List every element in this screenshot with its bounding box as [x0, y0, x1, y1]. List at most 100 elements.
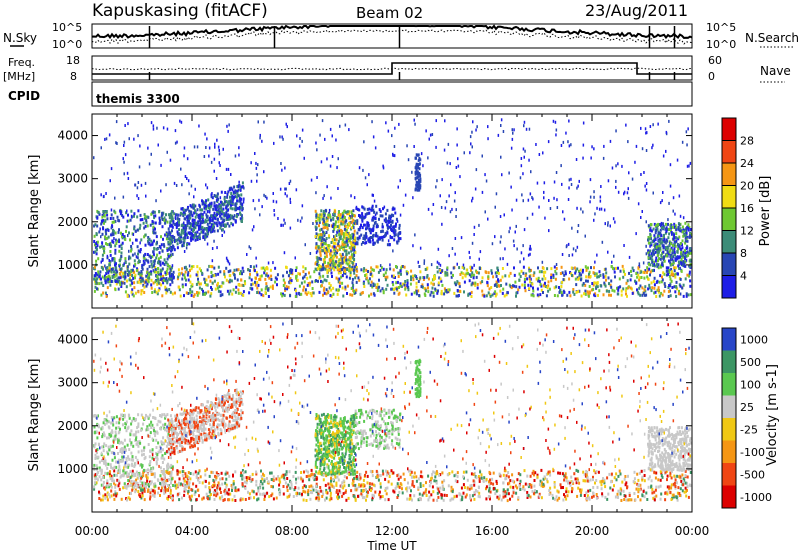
data-pixel [648, 278, 650, 281]
data-pixel [277, 217, 279, 220]
data-pixel [132, 269, 134, 272]
data-pixel [508, 492, 510, 495]
data-pixel [453, 292, 455, 295]
data-pixel [375, 217, 377, 220]
data-pixel [119, 282, 121, 285]
data-pixel [687, 165, 689, 168]
data-pixel [217, 198, 219, 201]
data-pixel [319, 217, 321, 220]
data-pixel [326, 185, 328, 188]
data-pixel [457, 289, 459, 292]
data-pixel [521, 193, 523, 196]
data-pixel [349, 293, 351, 296]
data-pixel [683, 295, 685, 298]
data-pixel [101, 220, 103, 223]
data-pixel [152, 220, 154, 223]
data-pixel [383, 274, 385, 277]
data-pixel [385, 232, 387, 235]
data-pixel [608, 290, 610, 293]
data-pixel [100, 235, 102, 238]
data-pixel [435, 185, 437, 188]
data-pixel [562, 499, 564, 502]
data-pixel [418, 188, 420, 191]
data-pixel [354, 230, 356, 233]
data-pixel [109, 259, 111, 262]
data-pixel [354, 276, 356, 279]
data-pixel [93, 156, 95, 159]
data-pixel [171, 248, 173, 251]
data-pixel [559, 289, 561, 292]
data-pixel [193, 222, 195, 225]
data-pixel [330, 249, 332, 252]
data-pixel [280, 162, 282, 165]
data-pixel [238, 488, 240, 491]
y-tick-label: 2000 [57, 215, 88, 229]
data-pixel [488, 271, 490, 274]
data-pixel [227, 130, 229, 133]
data-pixel [295, 289, 297, 292]
data-pixel [355, 242, 357, 245]
data-pixel [334, 475, 336, 478]
data-pixel [160, 164, 162, 167]
data-pixel [204, 233, 206, 236]
data-pixel [395, 225, 397, 228]
data-pixel [282, 138, 284, 141]
noise-left-label: N.Sky [3, 31, 37, 45]
data-pixel [150, 260, 152, 263]
data-pixel [351, 253, 353, 256]
data-pixel [353, 226, 355, 229]
data-pixel [148, 277, 150, 280]
data-pixel [394, 229, 396, 232]
data-pixel [324, 279, 326, 282]
data-pixel [330, 259, 332, 262]
data-pixel [368, 173, 370, 176]
data-pixel [501, 173, 503, 176]
data-pixel [571, 267, 573, 270]
data-pixel [483, 295, 485, 298]
data-pixel [528, 287, 530, 290]
data-pixel [437, 271, 439, 274]
data-pixel [234, 189, 236, 192]
data-pixel [540, 283, 542, 286]
data-pixel [471, 266, 473, 269]
data-pixel [223, 203, 225, 206]
data-pixel [440, 194, 442, 197]
data-pixel [260, 470, 262, 473]
data-pixel [404, 266, 406, 269]
data-pixel [319, 276, 321, 279]
nave-bottom: 0 [708, 70, 715, 83]
data-pixel [640, 270, 642, 273]
data-pixel [544, 282, 546, 285]
data-pixel [690, 228, 692, 231]
data-pixel [591, 145, 593, 148]
data-pixel [290, 180, 292, 183]
data-pixel [96, 217, 98, 220]
data-pixel [491, 272, 493, 275]
data-pixel [139, 241, 141, 244]
data-pixel [319, 236, 321, 239]
data-pixel [339, 125, 341, 128]
data-pixel [528, 199, 530, 202]
data-pixel [336, 166, 338, 169]
data-pixel [375, 286, 377, 289]
data-pixel [667, 250, 669, 253]
data-pixel [188, 279, 190, 282]
data-pixel [210, 230, 212, 233]
data-pixel [268, 262, 270, 265]
data-pixel [555, 272, 557, 275]
data-pixel [339, 285, 341, 288]
data-pixel [579, 180, 581, 183]
data-pixel [462, 276, 464, 279]
data-pixel [385, 212, 387, 215]
data-pixel [342, 221, 344, 224]
data-pixel [286, 271, 288, 274]
data-pixel [416, 282, 418, 285]
data-pixel [95, 260, 97, 263]
data-pixel [524, 150, 526, 153]
data-pixel [516, 478, 518, 481]
data-pixel [183, 274, 185, 277]
data-pixel [199, 267, 201, 270]
data-pixel [332, 225, 334, 228]
data-pixel [556, 198, 558, 201]
data-pixel [420, 247, 422, 250]
